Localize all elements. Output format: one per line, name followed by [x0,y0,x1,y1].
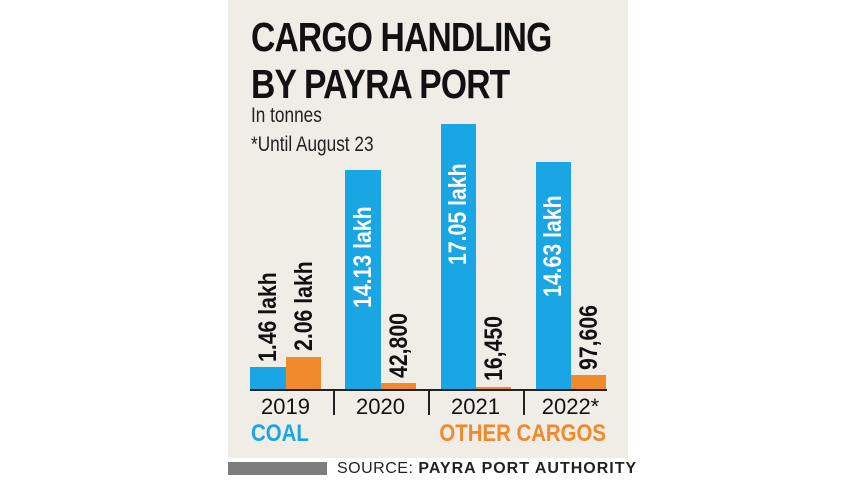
source-credit: SOURCE: PAYRA PORT AUTHORITY [337,460,637,478]
source-name: PAYRA PORT AUTHORITY [418,460,638,477]
axis-divider [523,389,525,415]
label-other-2021: 16,450 [480,316,508,381]
bar-coal-2020 [345,170,381,389]
label-coal-2021: 17.05 lakh [444,163,472,265]
label-other-2020: 42,800 [385,313,413,378]
x-tick-2020: 2020 [356,394,405,419]
axis-divider [333,389,335,415]
title-line-1: CARGO HANDLING [251,14,552,60]
bar-other-2021 [476,387,511,389]
axis-divider [428,389,430,415]
source-prefix: SOURCE: [337,460,414,477]
bar-other-2019 [286,357,321,389]
units-note: In tonnes [251,104,322,127]
bar-other-2020 [381,383,416,389]
source-decor-bar [228,462,327,475]
label-other-2019: 2.06 lakh [290,261,318,351]
legend-other-cargos: OTHER CARGOS [439,420,606,447]
bar-coal-2022 [536,162,571,389]
label-coal-2022: 14.63 lakh [539,195,567,297]
date-note: *Until August 23 [251,133,374,156]
label-coal-2019: 1.46 lakh [254,272,282,362]
bar-coal-2019 [250,367,286,389]
x-tick-2022: 2022* [541,394,600,419]
legend-coal: COAL [251,420,309,447]
chart-title: CARGO HANDLING BY PAYRA PORT [251,14,552,108]
label-other-2022: 97,606 [575,305,603,370]
bar-other-2022 [571,375,606,389]
bar-coal-2021 [441,124,476,389]
x-tick-2019: 2019 [261,394,310,419]
x-tick-2021: 2021 [451,394,500,419]
title-line-2: BY PAYRA PORT [251,61,510,107]
label-coal-2020: 14.13 lakh [349,206,377,308]
